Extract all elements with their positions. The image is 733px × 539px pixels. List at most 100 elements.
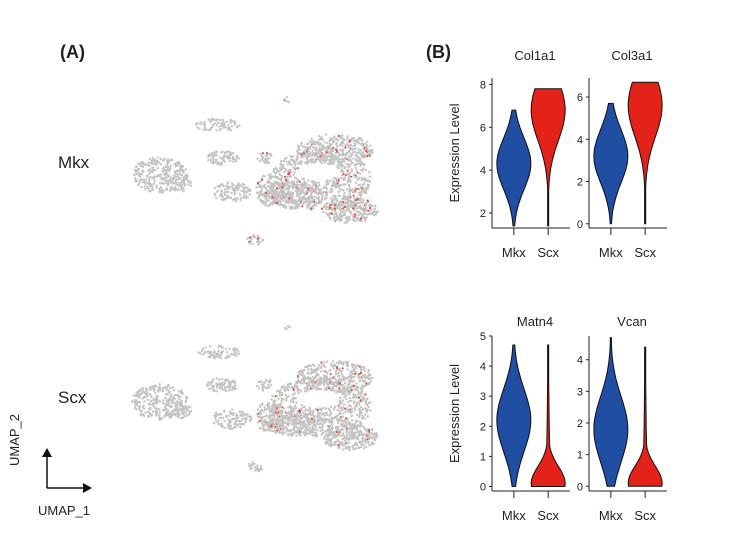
cell bbox=[134, 165, 138, 168]
cell bbox=[151, 187, 154, 190]
cell bbox=[164, 173, 167, 177]
cell bbox=[159, 173, 163, 176]
cell bbox=[350, 168, 353, 171]
cell bbox=[182, 175, 186, 179]
cell bbox=[169, 189, 172, 192]
y-tick-label: 3 bbox=[577, 386, 583, 398]
cell bbox=[246, 186, 249, 189]
expressing-cell bbox=[352, 194, 355, 197]
cell bbox=[155, 175, 158, 178]
cell bbox=[328, 179, 332, 183]
cell bbox=[339, 188, 342, 191]
cell bbox=[305, 160, 308, 163]
cell bbox=[343, 166, 346, 170]
cell bbox=[226, 195, 229, 199]
cell bbox=[227, 191, 230, 194]
cell bbox=[246, 237, 249, 240]
cell bbox=[256, 240, 259, 244]
cell bbox=[230, 124, 234, 128]
cell bbox=[243, 196, 246, 199]
cell bbox=[282, 159, 285, 163]
y-tick-label: 4 bbox=[577, 355, 583, 367]
cell bbox=[209, 160, 213, 163]
cell bbox=[348, 180, 352, 183]
cell bbox=[223, 123, 226, 126]
cell bbox=[148, 158, 152, 161]
cell bbox=[345, 162, 348, 166]
x-tick-label: Mkx bbox=[502, 245, 526, 260]
cell bbox=[155, 163, 158, 167]
cell bbox=[154, 168, 157, 172]
cell bbox=[258, 160, 262, 163]
cell bbox=[274, 172, 277, 175]
cell bbox=[296, 162, 299, 165]
cell bbox=[259, 152, 262, 155]
y-tick-label: 4 bbox=[577, 134, 583, 146]
cell bbox=[262, 160, 265, 163]
cell bbox=[234, 120, 237, 123]
cell bbox=[331, 188, 334, 191]
cell bbox=[139, 178, 142, 181]
cell bbox=[141, 170, 145, 173]
cell bbox=[224, 193, 227, 197]
cell bbox=[237, 182, 240, 185]
cell bbox=[163, 168, 167, 172]
cell bbox=[180, 186, 183, 189]
cell bbox=[164, 171, 167, 175]
cell bbox=[175, 178, 178, 181]
cell bbox=[167, 182, 171, 185]
cell bbox=[290, 155, 293, 159]
x-tick-label: Mkx bbox=[599, 245, 623, 260]
cell bbox=[290, 163, 293, 167]
cell bbox=[238, 193, 242, 196]
cell bbox=[317, 192, 320, 196]
cell bbox=[267, 152, 270, 155]
cell bbox=[361, 183, 365, 187]
cell bbox=[244, 186, 247, 189]
cell bbox=[245, 190, 248, 194]
cell bbox=[296, 155, 299, 158]
cell bbox=[134, 177, 137, 180]
y-axis-label: Expression Level bbox=[447, 103, 462, 202]
expressing-cell bbox=[342, 173, 345, 176]
cell bbox=[348, 185, 351, 188]
cell bbox=[218, 128, 221, 132]
cell bbox=[223, 154, 226, 158]
cell bbox=[354, 191, 357, 194]
cell bbox=[135, 179, 139, 182]
cell bbox=[358, 176, 361, 180]
cell bbox=[148, 181, 151, 184]
cell bbox=[238, 124, 241, 127]
cell bbox=[328, 190, 331, 193]
cell bbox=[260, 158, 263, 161]
violin-mkx bbox=[593, 102, 629, 225]
cell bbox=[135, 172, 138, 176]
cell bbox=[166, 158, 170, 161]
cell bbox=[215, 119, 218, 122]
cell bbox=[355, 162, 358, 166]
y-tick-label: 6 bbox=[577, 92, 583, 104]
cell bbox=[354, 187, 357, 190]
cell bbox=[139, 164, 142, 168]
cell bbox=[244, 194, 248, 197]
cell bbox=[171, 178, 174, 182]
cell bbox=[340, 170, 343, 173]
cell bbox=[178, 168, 181, 172]
cell bbox=[295, 158, 298, 162]
expressing-cell bbox=[261, 152, 264, 155]
cell bbox=[161, 170, 164, 173]
cell bbox=[152, 162, 156, 166]
x-tick-label: Mkx bbox=[502, 508, 526, 523]
cell bbox=[147, 179, 151, 182]
cell bbox=[292, 173, 295, 176]
cell bbox=[272, 169, 275, 173]
cell bbox=[285, 156, 288, 159]
cell bbox=[180, 164, 183, 168]
cell bbox=[348, 171, 352, 174]
cell bbox=[354, 181, 358, 184]
cell bbox=[368, 171, 371, 174]
cell bbox=[174, 172, 177, 175]
cell bbox=[218, 194, 222, 197]
